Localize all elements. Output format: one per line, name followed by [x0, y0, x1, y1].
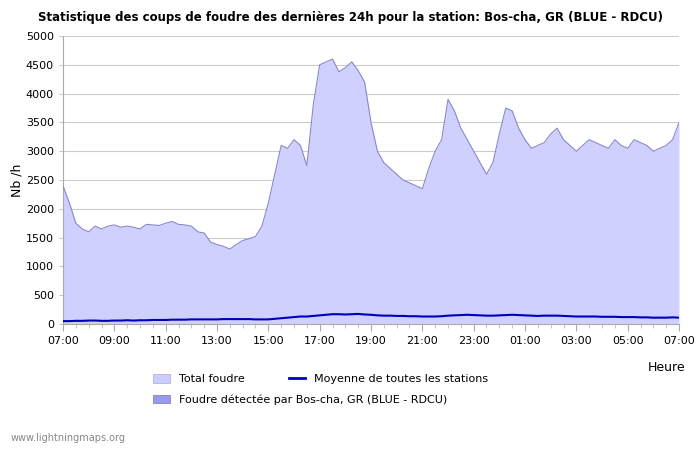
Text: www.lightningmaps.org: www.lightningmaps.org — [10, 433, 125, 443]
Text: Statistique des coups de foudre des dernières 24h pour la station: Bos-cha, GR (: Statistique des coups de foudre des dern… — [38, 11, 662, 24]
Legend: Foudre détectée par Bos-cha, GR (BLUE - RDCU): Foudre détectée par Bos-cha, GR (BLUE - … — [148, 390, 452, 410]
Text: Heure: Heure — [648, 361, 685, 374]
Y-axis label: Nb /h: Nb /h — [10, 163, 23, 197]
